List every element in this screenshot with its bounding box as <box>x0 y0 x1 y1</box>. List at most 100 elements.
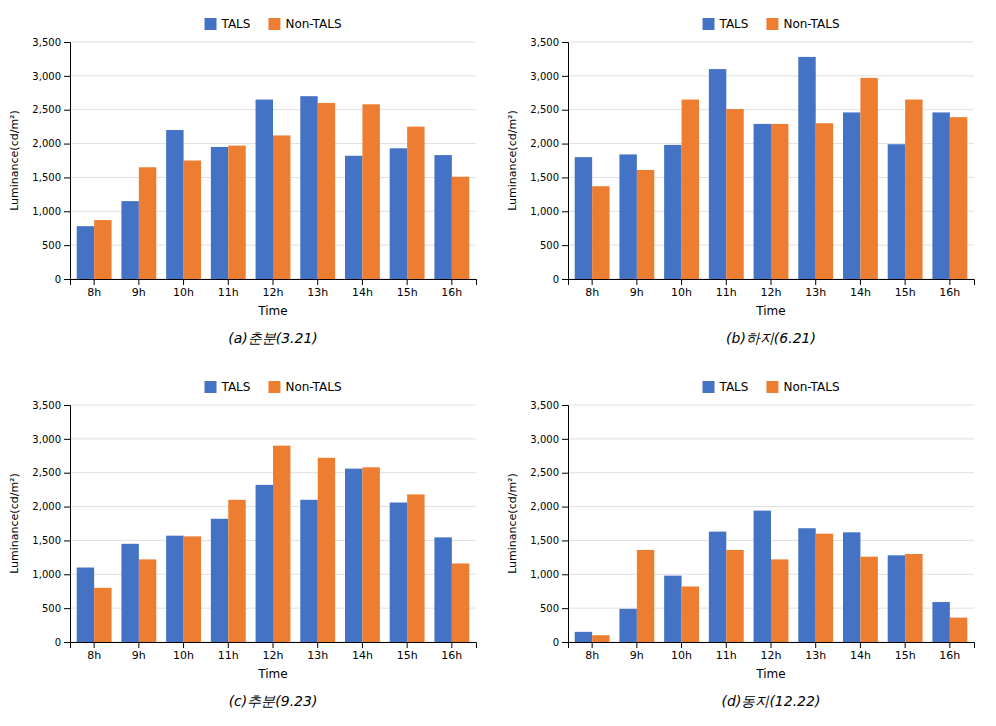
legend: TALSNon-TALS <box>205 380 342 394</box>
tick-mark <box>592 642 593 648</box>
legend-swatch <box>205 381 217 393</box>
axis-line <box>64 43 71 280</box>
x-tick-label: 16h <box>441 649 462 662</box>
grid-line <box>568 472 974 473</box>
bar <box>754 124 771 279</box>
tick-mark <box>860 642 861 648</box>
tick-mark <box>592 279 593 285</box>
legend: TALSNon-TALS <box>703 17 840 31</box>
grid-line <box>70 42 476 43</box>
legend-swatch <box>268 381 280 393</box>
tick-mark <box>636 642 637 648</box>
bar <box>452 563 469 642</box>
tick-mark <box>905 279 906 285</box>
bar-series <box>592 78 967 279</box>
y-tick-label: 3,000 <box>32 434 61 445</box>
bar <box>184 161 201 280</box>
bar <box>950 117 967 279</box>
bar <box>682 100 699 279</box>
y-tick: 500 <box>540 603 568 614</box>
y-tick: 3,000 <box>530 71 568 82</box>
bar <box>726 109 743 279</box>
y-tick: 2,000 <box>530 138 568 149</box>
figure: 8h 9h 10h 11h 12h 13h 14h 15h 16h 0 500 1,000 1,500 2… <box>0 0 996 726</box>
bar <box>211 147 228 279</box>
y-tick: 3,000 <box>32 434 70 445</box>
tick-mark <box>183 279 184 285</box>
tick-mark <box>562 405 568 406</box>
y-tick-label: 3,000 <box>530 434 559 445</box>
bar <box>592 635 609 642</box>
legend-swatch <box>766 381 778 393</box>
axis-line <box>562 406 569 643</box>
y-tick: 3,500 <box>32 37 70 48</box>
tick-mark <box>64 279 70 280</box>
bar <box>682 586 699 642</box>
legend-swatch <box>703 381 715 393</box>
y-tick-label: 2,000 <box>530 501 559 512</box>
x-tick: 12h <box>263 642 284 662</box>
x-tick-label: 12h <box>761 649 782 662</box>
x-tick-label: 8h <box>87 649 101 662</box>
x-tick-label: 15h <box>397 286 418 299</box>
grid-line <box>70 405 476 406</box>
chart-title: (a)춘분(3.21) <box>228 330 318 346</box>
tick-mark <box>562 76 568 77</box>
tick-mark <box>562 177 568 178</box>
y-tick-label: 1,500 <box>530 172 559 183</box>
tick-mark <box>562 439 568 440</box>
grid-line <box>568 75 974 76</box>
axis-line <box>569 280 975 286</box>
bar <box>771 559 788 642</box>
x-tick-label: 10h <box>671 649 692 662</box>
y-tick: 0 <box>553 274 568 285</box>
x-tick: 10h <box>173 642 194 662</box>
tick-mark <box>562 540 568 541</box>
y-tick: 3,500 <box>32 400 70 411</box>
x-tick: 11h <box>716 279 737 299</box>
x-tick: 9h <box>132 642 146 662</box>
tick-mark <box>562 473 568 474</box>
y-tick-label: 3,000 <box>32 71 61 82</box>
y-tick-label: 2,000 <box>32 138 61 149</box>
x-tick: 14h <box>850 642 871 662</box>
tick-mark <box>949 642 950 648</box>
y-tick-label: 2,500 <box>32 467 61 478</box>
x-tick-label: 14h <box>850 286 871 299</box>
bar <box>211 519 228 642</box>
x-tick: 11h <box>218 279 239 299</box>
grid-line <box>568 405 974 406</box>
y-tick-label: 3,500 <box>530 37 559 48</box>
x-tick: 12h <box>761 279 782 299</box>
bar <box>139 559 156 642</box>
legend-item: TALS <box>205 17 251 31</box>
bar <box>932 602 949 642</box>
bar <box>619 154 636 279</box>
y-tick: 1,000 <box>530 206 568 217</box>
bar-series <box>77 96 452 279</box>
y-axis-title: Luminance(cd/m²) <box>8 473 21 574</box>
legend-label: TALS <box>221 17 251 31</box>
x-tick-label: 12h <box>263 286 284 299</box>
y-tick: 3,500 <box>530 400 568 411</box>
bar <box>905 554 922 642</box>
y-tick: 1,500 <box>530 172 568 183</box>
x-tick: 13h <box>307 642 328 662</box>
x-tick: 12h <box>263 279 284 299</box>
x-tick: 14h <box>850 279 871 299</box>
x-tick: 14h <box>352 279 373 299</box>
y-tick: 2,500 <box>32 104 70 115</box>
bar <box>390 148 407 279</box>
tick-mark <box>94 642 95 648</box>
bar <box>771 124 788 279</box>
x-tick: 16h <box>939 642 960 662</box>
x-tick: 10h <box>671 642 692 662</box>
bars <box>575 57 968 279</box>
y-tick-label: 0 <box>553 637 559 648</box>
y-tick: 1,000 <box>32 569 70 580</box>
tick-mark <box>64 574 70 575</box>
grid-line <box>70 438 476 439</box>
tick-mark <box>64 540 70 541</box>
x-tick-label: 13h <box>805 286 826 299</box>
grid-line <box>568 438 974 439</box>
